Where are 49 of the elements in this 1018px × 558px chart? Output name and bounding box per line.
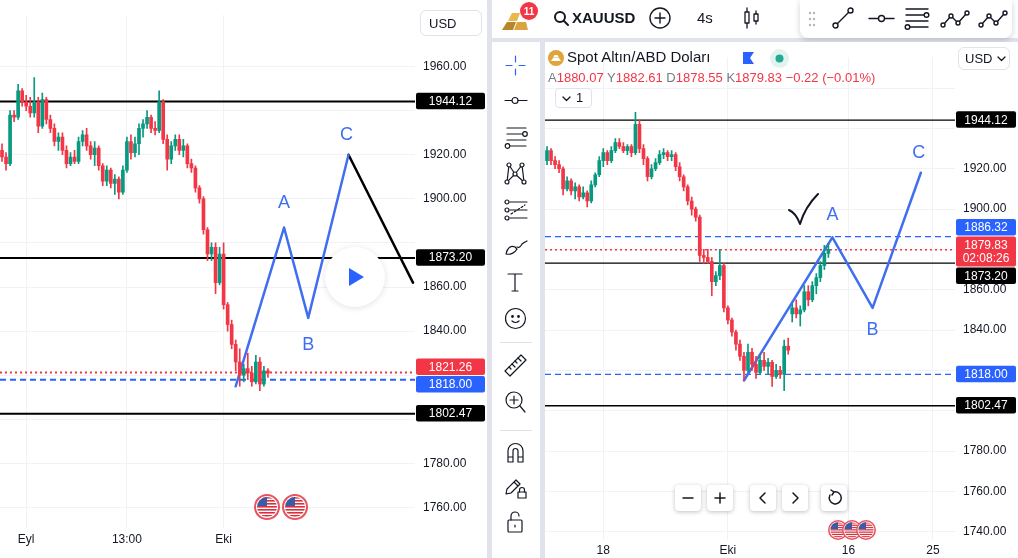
ref-line-label: 1886.32 — [964, 220, 1009, 235]
x-tick-label: 18 — [596, 542, 611, 557]
x-tick-label: Eki — [215, 531, 232, 546]
y-tick-label: 1900.00 — [423, 191, 467, 206]
annotation: C — [340, 123, 354, 144]
text: XAUUSD — [572, 9, 636, 26]
annotation: B — [302, 333, 315, 354]
text: 4s — [697, 9, 713, 26]
annotation: 1 — [576, 90, 584, 105]
ref-line-label: 1879.83 02:08:26 — [962, 237, 1010, 266]
currency-box: USD — [420, 10, 482, 36]
y-tick-label: 1760.00 — [423, 499, 467, 514]
y-tick-label: 1920.00 — [423, 147, 467, 162]
y-tick-label: 1780.00 — [423, 455, 467, 470]
ref-line-label: 1821.26 — [428, 359, 473, 374]
y-tick-label: 1740.00 — [963, 524, 1007, 539]
y-tick-label: 1780.00 — [963, 443, 1007, 458]
ref-line-label: 1818.00 — [428, 377, 473, 392]
x-tick-label: 16 — [841, 542, 856, 557]
x-tick-label: 13:00 — [111, 531, 143, 546]
ref-line-label: 1802.47 — [428, 406, 473, 421]
annotation: A — [278, 192, 291, 213]
x-tick-label: Eyl — [17, 531, 35, 546]
text: A1880.07 Y1882.61 D1878.55 K1879.83 −0.22 (−0.01%) — [548, 70, 876, 85]
candlestick — [113, 174, 117, 195]
annotation: A — [826, 204, 839, 225]
y-tick-label: 1860.00 — [963, 282, 1007, 297]
currency-dropdown: USD — [958, 47, 1010, 70]
y-tick-label: 1840.00 — [423, 323, 467, 338]
annotation: C — [912, 141, 926, 162]
y-tick-label: 1900.00 — [963, 201, 1007, 216]
ref-line-label: 1802.47 — [964, 398, 1009, 413]
x-tick-label: 25 — [926, 542, 940, 557]
y-tick-label: 1960.00 — [423, 58, 467, 73]
ref-line-label: 1873.20 — [428, 250, 473, 265]
ref-line-label: 1818.00 — [964, 366, 1009, 381]
y-tick-label: 1920.00 — [963, 161, 1007, 176]
ref-line-label: 1944.12 — [428, 94, 473, 109]
y-tick-label: 1860.00 — [423, 279, 467, 294]
y-tick-label: 1760.00 — [963, 483, 1007, 498]
ref-line-label: 1944.12 — [964, 112, 1009, 127]
candlestick — [32, 77, 37, 118]
candlestick — [12, 110, 16, 123]
chart-title: Spot Altın/ABD Doları — [567, 48, 711, 65]
y-tick-label: 1840.00 — [963, 322, 1007, 337]
ref-line-label: 1873.20 — [964, 268, 1009, 283]
annotation: B — [866, 318, 879, 339]
x-tick-label: Eki — [719, 542, 737, 557]
dropdown: 1 — [555, 88, 592, 108]
